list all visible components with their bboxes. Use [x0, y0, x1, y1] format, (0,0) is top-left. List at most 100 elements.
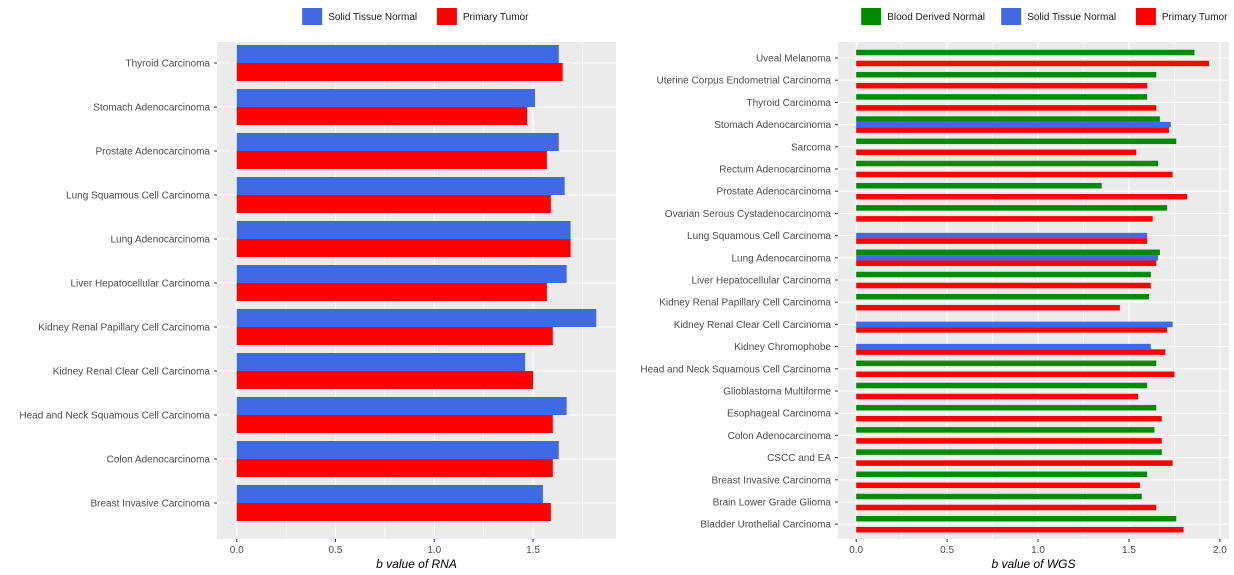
bar-blood-derived-normal	[856, 182, 1102, 189]
bar-solid-tissue-normal	[236, 45, 559, 63]
bar-blood-derived-normal	[856, 94, 1148, 100]
y-tick-label: Brain Lower Grade Glioma	[713, 498, 832, 509]
bar-blood-derived-normal	[856, 360, 1157, 367]
y-tick-label: Prostate Adenocarcinoma	[716, 187, 831, 198]
x-tick-label: 0.0	[849, 545, 863, 556]
bar-primary-tumor	[236, 503, 551, 521]
chart-panel-2: 0.0 0.5 1.0 1.5 2.0 Uveal Melanoma Uterine Cor…	[640, 8, 1229, 571]
legend-label: Solid Tissue Normal	[1027, 12, 1116, 23]
y-tick-label: Kidney Renal Papillary Cell Carcinoma	[659, 298, 831, 309]
x-tick-label: 0.0	[230, 545, 244, 556]
bar-primary-tumor	[856, 149, 1137, 156]
y-tick-label: Prostate Adenocarcinoma	[95, 147, 210, 158]
y-tick-label: Uveal Melanoma	[756, 54, 831, 65]
bar-solid-tissue-normal	[236, 441, 559, 459]
bar-primary-tumor	[856, 504, 1157, 511]
x-tick-label: 1.5	[526, 545, 540, 556]
bar-primary-tumor	[236, 283, 547, 301]
bar-solid-tissue-normal	[856, 232, 1148, 239]
legend: Solid Tissue Normal Primary Tumor	[302, 8, 529, 25]
x-tick-label: 1.5	[1122, 545, 1136, 556]
legend-key	[1135, 8, 1156, 25]
bar-primary-tumor	[856, 460, 1173, 466]
bar-solid-tissue-normal	[236, 353, 526, 371]
bar-primary-tumor	[856, 216, 1153, 222]
y-tick-label: Glioblastoma Multiforme	[723, 387, 831, 398]
bar-blood-derived-normal	[856, 382, 1148, 389]
x-tick-label: 1.0	[1031, 545, 1045, 556]
y-tick-label: Head and Neck Squamous Cell Carcinoma	[640, 364, 831, 375]
bar-blood-derived-normal	[856, 471, 1148, 478]
legend-label: Solid Tissue Normal	[328, 12, 417, 23]
bar-primary-tumor	[856, 371, 1175, 378]
legend-label: Primary Tumor	[1162, 12, 1228, 23]
bar-primary-tumor	[236, 107, 528, 125]
bar-blood-derived-normal	[856, 71, 1157, 78]
y-tick-label: Liver Hepatocellular Carcinoma	[691, 276, 831, 287]
bar-primary-tumor	[856, 482, 1140, 489]
bar-blood-derived-normal	[856, 49, 1195, 56]
bar-primary-tumor	[856, 282, 1151, 289]
bar-primary-tumor	[856, 82, 1148, 89]
bar-primary-tumor	[236, 415, 553, 433]
legend-key	[436, 8, 457, 25]
bar-primary-tumor	[856, 393, 1139, 400]
bar-primary-tumor	[236, 327, 553, 345]
y-tick-label: Colon Adenocarcinoma	[728, 431, 832, 442]
bar-solid-tissue-normal	[236, 89, 536, 107]
y-tick-label: Head and Neck Squamous Cell Carcinoma	[19, 411, 210, 422]
bar-blood-derived-normal	[856, 205, 1168, 211]
y-tick-label: Stomach Adenocarcinoma	[93, 103, 210, 114]
y-tick-label: Rectum Adenocarcinoma	[719, 165, 831, 176]
legend-key	[302, 8, 323, 25]
y-tick-label: Sarcoma	[791, 142, 831, 153]
bar-primary-tumor	[856, 526, 1184, 533]
bar-blood-derived-normal	[856, 404, 1157, 411]
bar-blood-derived-normal	[856, 249, 1160, 256]
y-tick-label: Lung Adenocarcinoma	[731, 253, 831, 264]
y-tick-label: Thyroid Carcinoma	[126, 59, 211, 70]
bar-primary-tumor	[856, 349, 1166, 355]
bar-primary-tumor	[856, 260, 1157, 267]
bar-blood-derived-normal	[856, 138, 1177, 145]
bar-blood-derived-normal	[856, 515, 1177, 522]
legend: Blood Derived Normal Solid Tissue Normal P…	[861, 8, 1228, 25]
bar-solid-tissue-normal	[856, 321, 1173, 328]
y-tick-label: Kidney Renal Papillary Cell Carcinoma	[38, 323, 210, 334]
bar-blood-derived-normal	[856, 427, 1155, 433]
x-tick-label: 1.0	[427, 545, 441, 556]
bar-solid-tissue-normal	[236, 265, 567, 283]
bar-blood-derived-normal	[856, 271, 1151, 278]
y-tick-label: Kidney Renal Clear Cell Carcinoma	[674, 320, 832, 331]
legend-label: Primary Tumor	[463, 12, 529, 23]
y-tick-label: Kidney Renal Clear Cell Carcinoma	[53, 367, 211, 378]
y-tick-label: Stomach Adenocarcinoma	[714, 120, 831, 131]
legend-label: Blood Derived Normal	[887, 12, 985, 23]
bar-blood-derived-normal	[856, 160, 1159, 167]
legend-key	[1001, 8, 1022, 25]
y-tick-label: Colon Adenocarcinoma	[107, 455, 211, 466]
y-tick-label: Lung Adenocarcinoma	[110, 235, 210, 246]
bar-solid-tissue-normal	[856, 255, 1159, 261]
bar-solid-tissue-normal	[236, 133, 559, 151]
chart-panel-1: 0.0 0.5 1.0 1.5 Thyroid Carcinoma Stomach Ade…	[19, 8, 616, 571]
bar-primary-tumor	[236, 195, 551, 213]
bar-solid-tissue-normal	[856, 343, 1151, 350]
bar-blood-derived-normal	[856, 449, 1162, 455]
y-tick-label: Lung Squamous Cell Carcinoma	[66, 191, 210, 202]
legend-key	[861, 8, 882, 25]
y-tick-label: Kidney Chromophobe	[734, 342, 831, 353]
bar-primary-tumor	[856, 438, 1162, 444]
bar-primary-tumor	[236, 151, 547, 169]
bar-solid-tissue-normal	[236, 485, 543, 503]
bar-primary-tumor	[236, 371, 534, 389]
bar-solid-tissue-normal	[236, 309, 597, 327]
x-axis-label: b value of WGS	[991, 557, 1075, 571]
y-tick-label: Lung Squamous Cell Carcinoma	[687, 231, 831, 242]
bar-blood-derived-normal	[856, 293, 1149, 300]
bar-solid-tissue-normal	[236, 221, 571, 239]
bar-primary-tumor	[856, 415, 1162, 422]
bar-solid-tissue-normal	[236, 397, 567, 415]
y-tick-label: Esophageal Carcinoma	[727, 409, 831, 420]
